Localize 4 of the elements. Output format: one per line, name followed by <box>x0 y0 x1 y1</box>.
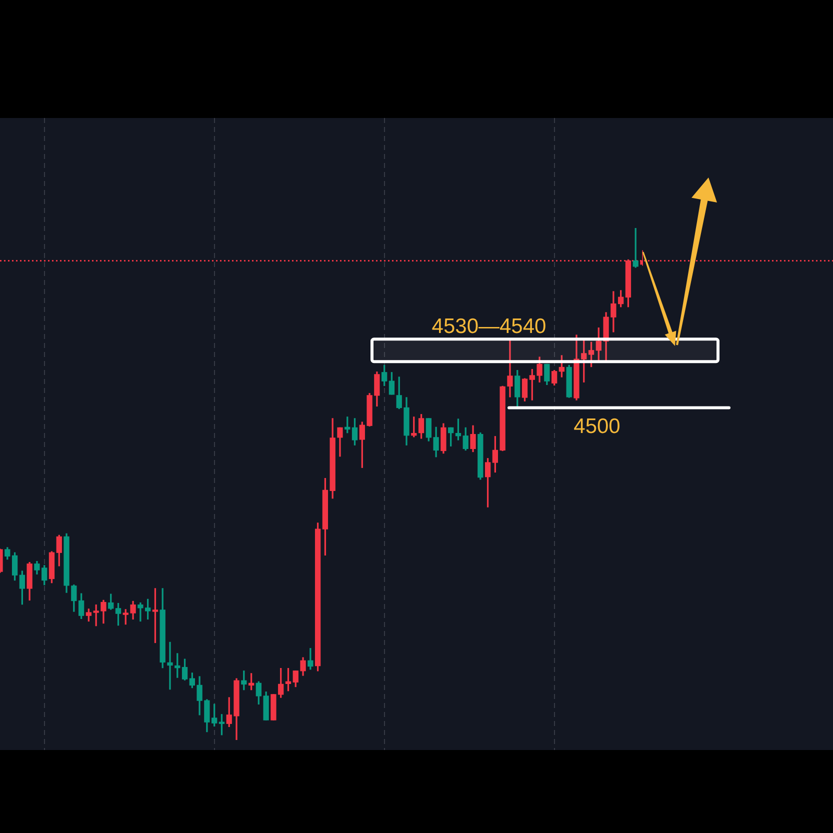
candlestick <box>507 340 513 398</box>
annotation: 4530—4540 <box>432 315 546 338</box>
annotation: 4500 <box>574 415 620 438</box>
candlestick <box>167 642 173 690</box>
